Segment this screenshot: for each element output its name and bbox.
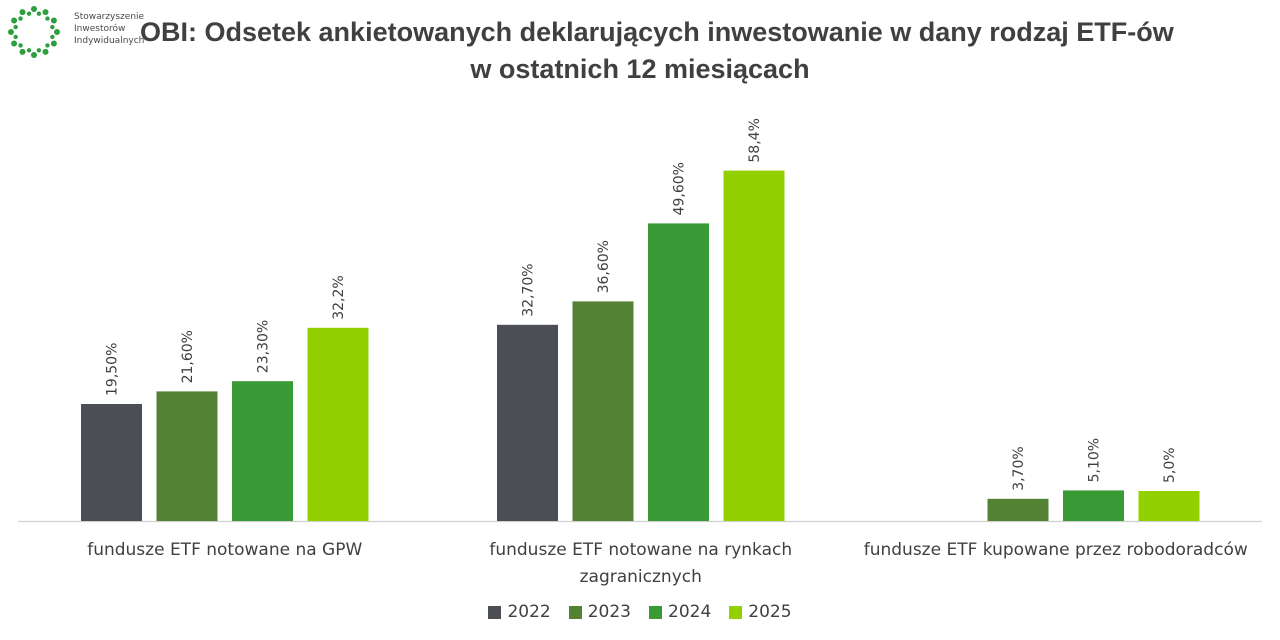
logo-dot (31, 6, 37, 12)
legend-label-2024: 2024 (668, 602, 712, 622)
chart-title: OBI: Odsetek ankietowanych deklarujących… (140, 14, 1174, 88)
legend-swatch-2023 (568, 605, 582, 619)
legend-item-2023: 2023 (568, 602, 631, 622)
logo-dot (54, 29, 60, 35)
bar-2025-3 (1138, 491, 1200, 521)
logo-dot (50, 24, 55, 30)
data-label-2022-1: 19,50% (105, 343, 121, 396)
logo-dot (50, 40, 57, 47)
bar-2023-2 (572, 301, 634, 521)
bar-2024-1 (232, 381, 293, 521)
legend-swatch-2022 (488, 605, 502, 619)
logo-dot (42, 48, 49, 55)
chart-title-line-2: w ostatnich 12 miesiącach (470, 54, 810, 84)
logo-ring-icon (8, 6, 60, 58)
logo-dot (19, 9, 26, 16)
legend-item-2024: 2024 (649, 602, 711, 622)
legend-label-2022: 2022 (507, 602, 551, 622)
logo-dot (26, 48, 32, 53)
data-label-2023-3: 3,70% (1011, 446, 1027, 490)
legend-item-2022: 2022 (488, 602, 551, 622)
category-label-2-line-2: zagranicznych (580, 567, 702, 587)
bar-2024-3 (1063, 490, 1124, 521)
chart-title-line-1: OBI: Odsetek ankietowanych deklarujących… (140, 17, 1174, 47)
logo: Stowarzyszenie Inwestorów Indywidualnych (4, 2, 164, 62)
logo-dot (42, 9, 49, 16)
legend-swatch-2025 (729, 605, 743, 619)
logo-dot (36, 48, 42, 53)
logo-dot (45, 16, 50, 21)
logo-dot (31, 52, 37, 58)
logo-dot (18, 43, 23, 48)
logo-dot (45, 43, 50, 48)
data-label-2023-1: 21,60% (180, 330, 196, 383)
category-label-1-line-1: fundusze ETF notowane na GPW (87, 540, 362, 560)
legend-swatch-2024 (649, 605, 662, 619)
legend-label-2023: 2023 (587, 602, 631, 622)
legend: 2022 2023 2024 2025 (0, 602, 1280, 622)
data-label-2024-3: 5,10% (1087, 438, 1103, 482)
bar-2025-1 (307, 327, 369, 521)
category-label-3-line-1: fundusze ETF kupowane przez robodoradców (864, 540, 1248, 560)
bar-2023-3 (987, 498, 1049, 521)
bar-chart: 19,50% 32,70% 21,60% 36,60% 3,70% 23,30% 49,60… (18, 118, 1262, 587)
data-label-2025-2: 58,4% (747, 118, 763, 162)
data-label-2025-3: 5,0% (1162, 447, 1178, 483)
data-label-2025-1: 32,2% (331, 275, 347, 319)
logo-dot (11, 17, 18, 24)
logo-line-2: Inwestorów (74, 24, 126, 34)
logo-dot (19, 48, 26, 55)
logo-dot (13, 34, 18, 40)
logo-dot (11, 40, 18, 47)
bar-2022-1 (81, 404, 142, 521)
bar-2022-2 (497, 324, 558, 521)
data-label-2023-2: 36,60% (596, 240, 612, 293)
bar-2025-2 (723, 170, 785, 521)
logo-dot (36, 11, 42, 16)
legend-item-2025: 2025 (729, 602, 792, 622)
logo-dot (8, 29, 14, 35)
logo-dot (18, 16, 23, 21)
data-label-2024-1: 23,30% (256, 320, 272, 373)
bar-2023-1 (156, 391, 218, 521)
legend-label-2025: 2025 (748, 602, 792, 622)
logo-line-1: Stowarzyszenie (74, 12, 145, 22)
logo-text: Stowarzyszenie Inwestorów Indywidualnych (74, 11, 144, 47)
logo-dot (26, 11, 32, 16)
logo-dot (50, 34, 55, 40)
logo-dot (50, 17, 57, 24)
logo-line-3: Indywidualnych (74, 36, 145, 46)
bar-2024-2 (648, 223, 709, 521)
category-label-2-line-1: fundusze ETF notowane na rynkach (489, 540, 792, 560)
logo-dot (13, 24, 18, 30)
data-label-2024-2: 49,60% (672, 162, 688, 215)
data-label-2022-2: 32,70% (521, 263, 537, 316)
